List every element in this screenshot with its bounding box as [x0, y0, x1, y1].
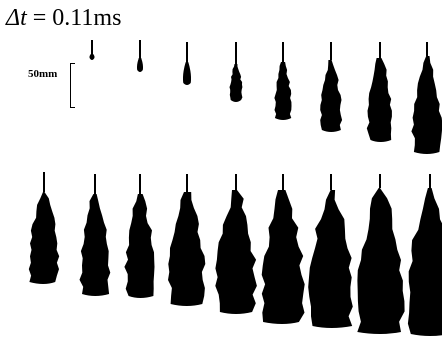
- bottom-row-spray-frame-8: [357, 174, 405, 334]
- spray-row-top: [89, 40, 442, 154]
- bottom-row-spray-frame-6: [261, 174, 305, 324]
- top-row-spray-frame-6: [320, 42, 343, 132]
- scale-bar: [70, 63, 75, 108]
- delta-t-symbol: Δt: [6, 5, 27, 31]
- bottom-row-spray-frame-7: [308, 174, 353, 328]
- top-row-spray-frame-1: [89, 40, 95, 60]
- top-row-spray-frame-5: [274, 42, 292, 120]
- time-step-value: = 0.11ms: [26, 5, 122, 31]
- bottom-row-spray-frame-3: [124, 174, 155, 298]
- time-step-label: Δt = 0.11ms: [6, 6, 121, 30]
- top-row-spray-frame-2: [137, 40, 143, 72]
- bottom-row-spray-frame-1: [28, 172, 60, 284]
- spray-row-bottom: [28, 172, 442, 336]
- bottom-row-spray-frame-2: [79, 174, 111, 296]
- top-row-spray-frame-7: [366, 42, 392, 142]
- bottom-row-spray-frame-5: [215, 174, 257, 314]
- bottom-row-spray-frame-4: [168, 174, 206, 306]
- top-row-spray-frame-4: [229, 42, 243, 102]
- bottom-row-spray-frame-9: [407, 174, 442, 336]
- top-row-spray-frame-8: [411, 42, 442, 154]
- top-row-spray-frame-3: [183, 42, 191, 85]
- scale-bar-label: 50mm: [28, 68, 58, 80]
